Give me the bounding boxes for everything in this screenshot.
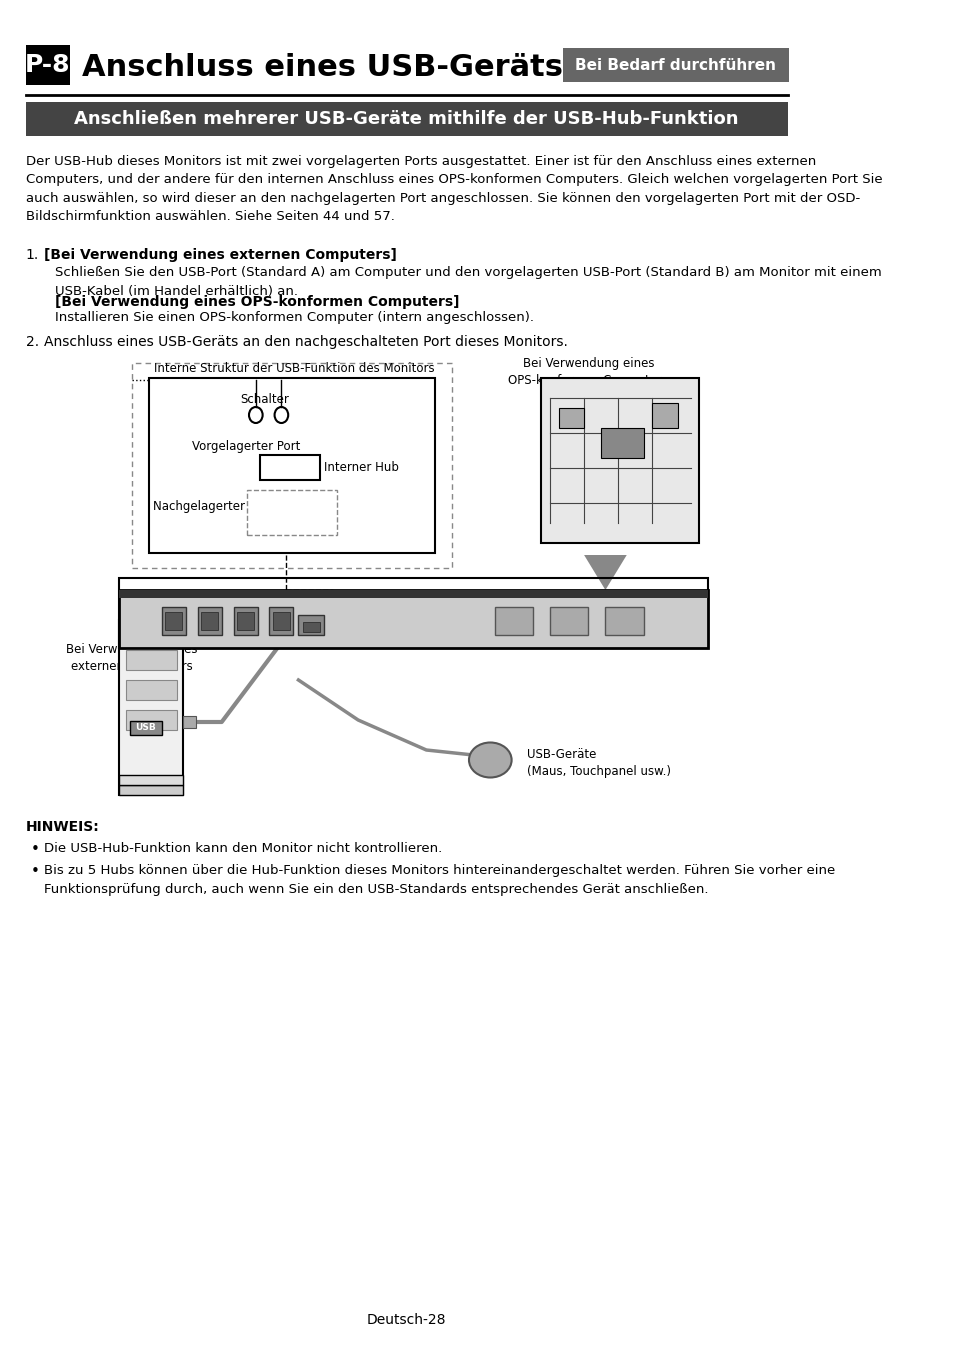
Text: 1.: 1. (26, 248, 39, 262)
Bar (126, 710, 176, 730)
Bar (247, 490, 336, 535)
Bar (269, 608, 293, 634)
Text: P-8: P-8 (25, 53, 71, 77)
Bar (126, 680, 176, 701)
Bar (605, 608, 643, 634)
Bar (201, 612, 218, 630)
Bar (119, 578, 707, 648)
Text: Deutsch-28: Deutsch-28 (367, 1314, 446, 1327)
Bar (197, 608, 221, 634)
Bar (183, 716, 196, 728)
Text: [Bei Verwendung eines externen Computers]: [Bei Verwendung eines externen Computers… (44, 248, 396, 262)
Text: Installieren Sie einen OPS-konformen Computer (intern angeschlossen).: Installieren Sie einen OPS-konformen Com… (54, 310, 533, 324)
Text: HINWEIS:: HINWEIS: (26, 819, 99, 834)
Text: •: • (30, 864, 39, 879)
Bar (652, 404, 678, 428)
Text: Bei Verwendung eines
externen Computers: Bei Verwendung eines externen Computers (67, 643, 197, 674)
Bar (119, 620, 183, 795)
Text: 2.: 2. (26, 335, 39, 350)
Bar (119, 590, 707, 598)
Text: Schließen Sie den USB-Port (Standard A) am Computer und den vorgelagerten USB-Po: Schließen Sie den USB-Port (Standard A) … (54, 266, 881, 297)
Bar (162, 608, 186, 634)
Bar (119, 775, 183, 784)
Text: Interne Struktur der USB-Funktion des Monitors: Interne Struktur der USB-Funktion des Mo… (153, 362, 434, 375)
Bar (165, 612, 182, 630)
Bar (562, 49, 788, 82)
Bar (494, 608, 533, 634)
Text: •: • (30, 842, 39, 857)
Bar (132, 363, 452, 568)
Text: Bis zu 5 Hubs können über die Hub-Funktion dieses Monitors hintereinandergeschal: Bis zu 5 Hubs können über die Hub-Funkti… (44, 864, 835, 895)
Bar (541, 378, 699, 543)
Bar (558, 408, 583, 428)
Text: USB: USB (135, 724, 156, 733)
Bar (26, 103, 787, 136)
Bar (130, 721, 162, 734)
Text: Anschluss eines USB-Geräts an den nachgeschalteten Port dieses Monitors.: Anschluss eines USB-Geräts an den nachge… (44, 335, 568, 350)
Text: Der USB-Hub dieses Monitors ist mit zwei vorgelagerten Ports ausgestattet. Einer: Der USB-Hub dieses Monitors ist mit zwei… (26, 155, 882, 224)
Text: Die USB-Hub-Funktion kann den Monitor nicht kontrollieren.: Die USB-Hub-Funktion kann den Monitor ni… (44, 842, 442, 855)
Ellipse shape (469, 743, 511, 778)
Text: Vorgelagerter Port: Vorgelagerter Port (192, 440, 300, 454)
Bar (236, 612, 253, 630)
Bar (119, 590, 707, 648)
Bar (149, 378, 435, 554)
Polygon shape (583, 555, 626, 590)
Bar (119, 784, 183, 795)
Text: Bei Verwendung eines
OPS-konformen Computers: Bei Verwendung eines OPS-konformen Compu… (508, 356, 668, 387)
Text: USB-Geräte
(Maus, Touchpanel usw.): USB-Geräte (Maus, Touchpanel usw.) (526, 748, 670, 778)
Text: Schalter: Schalter (239, 393, 289, 406)
Bar (600, 428, 643, 458)
Bar (298, 616, 324, 634)
Bar (260, 455, 319, 481)
Text: Interner Hub: Interner Hub (324, 460, 398, 474)
Text: Nachgelagerter Port: Nachgelagerter Port (153, 500, 273, 513)
Text: [Bei Verwendung eines OPS-konformen Computers]: [Bei Verwendung eines OPS-konformen Comp… (54, 296, 458, 309)
Bar (233, 608, 257, 634)
Bar (26, 45, 70, 85)
Bar (302, 622, 319, 632)
Bar (273, 612, 290, 630)
Bar (550, 608, 588, 634)
Text: Anschluss eines USB-Geräts: Anschluss eines USB-Geräts (82, 53, 562, 81)
Bar (126, 649, 176, 670)
Text: Anschließen mehrerer USB-Geräte mithilfe der USB-Hub-Funktion: Anschließen mehrerer USB-Geräte mithilfe… (74, 109, 739, 128)
Text: Bei Bedarf durchführen: Bei Bedarf durchführen (575, 58, 776, 73)
